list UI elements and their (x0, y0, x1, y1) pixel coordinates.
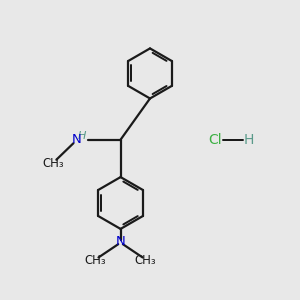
Text: N: N (71, 133, 81, 146)
Text: H: H (244, 133, 254, 147)
Text: H: H (77, 131, 86, 141)
Text: N: N (116, 235, 125, 248)
Text: Cl: Cl (208, 133, 222, 147)
Text: CH₃: CH₃ (85, 254, 106, 267)
Text: CH₃: CH₃ (135, 254, 156, 267)
Text: CH₃: CH₃ (42, 157, 64, 170)
